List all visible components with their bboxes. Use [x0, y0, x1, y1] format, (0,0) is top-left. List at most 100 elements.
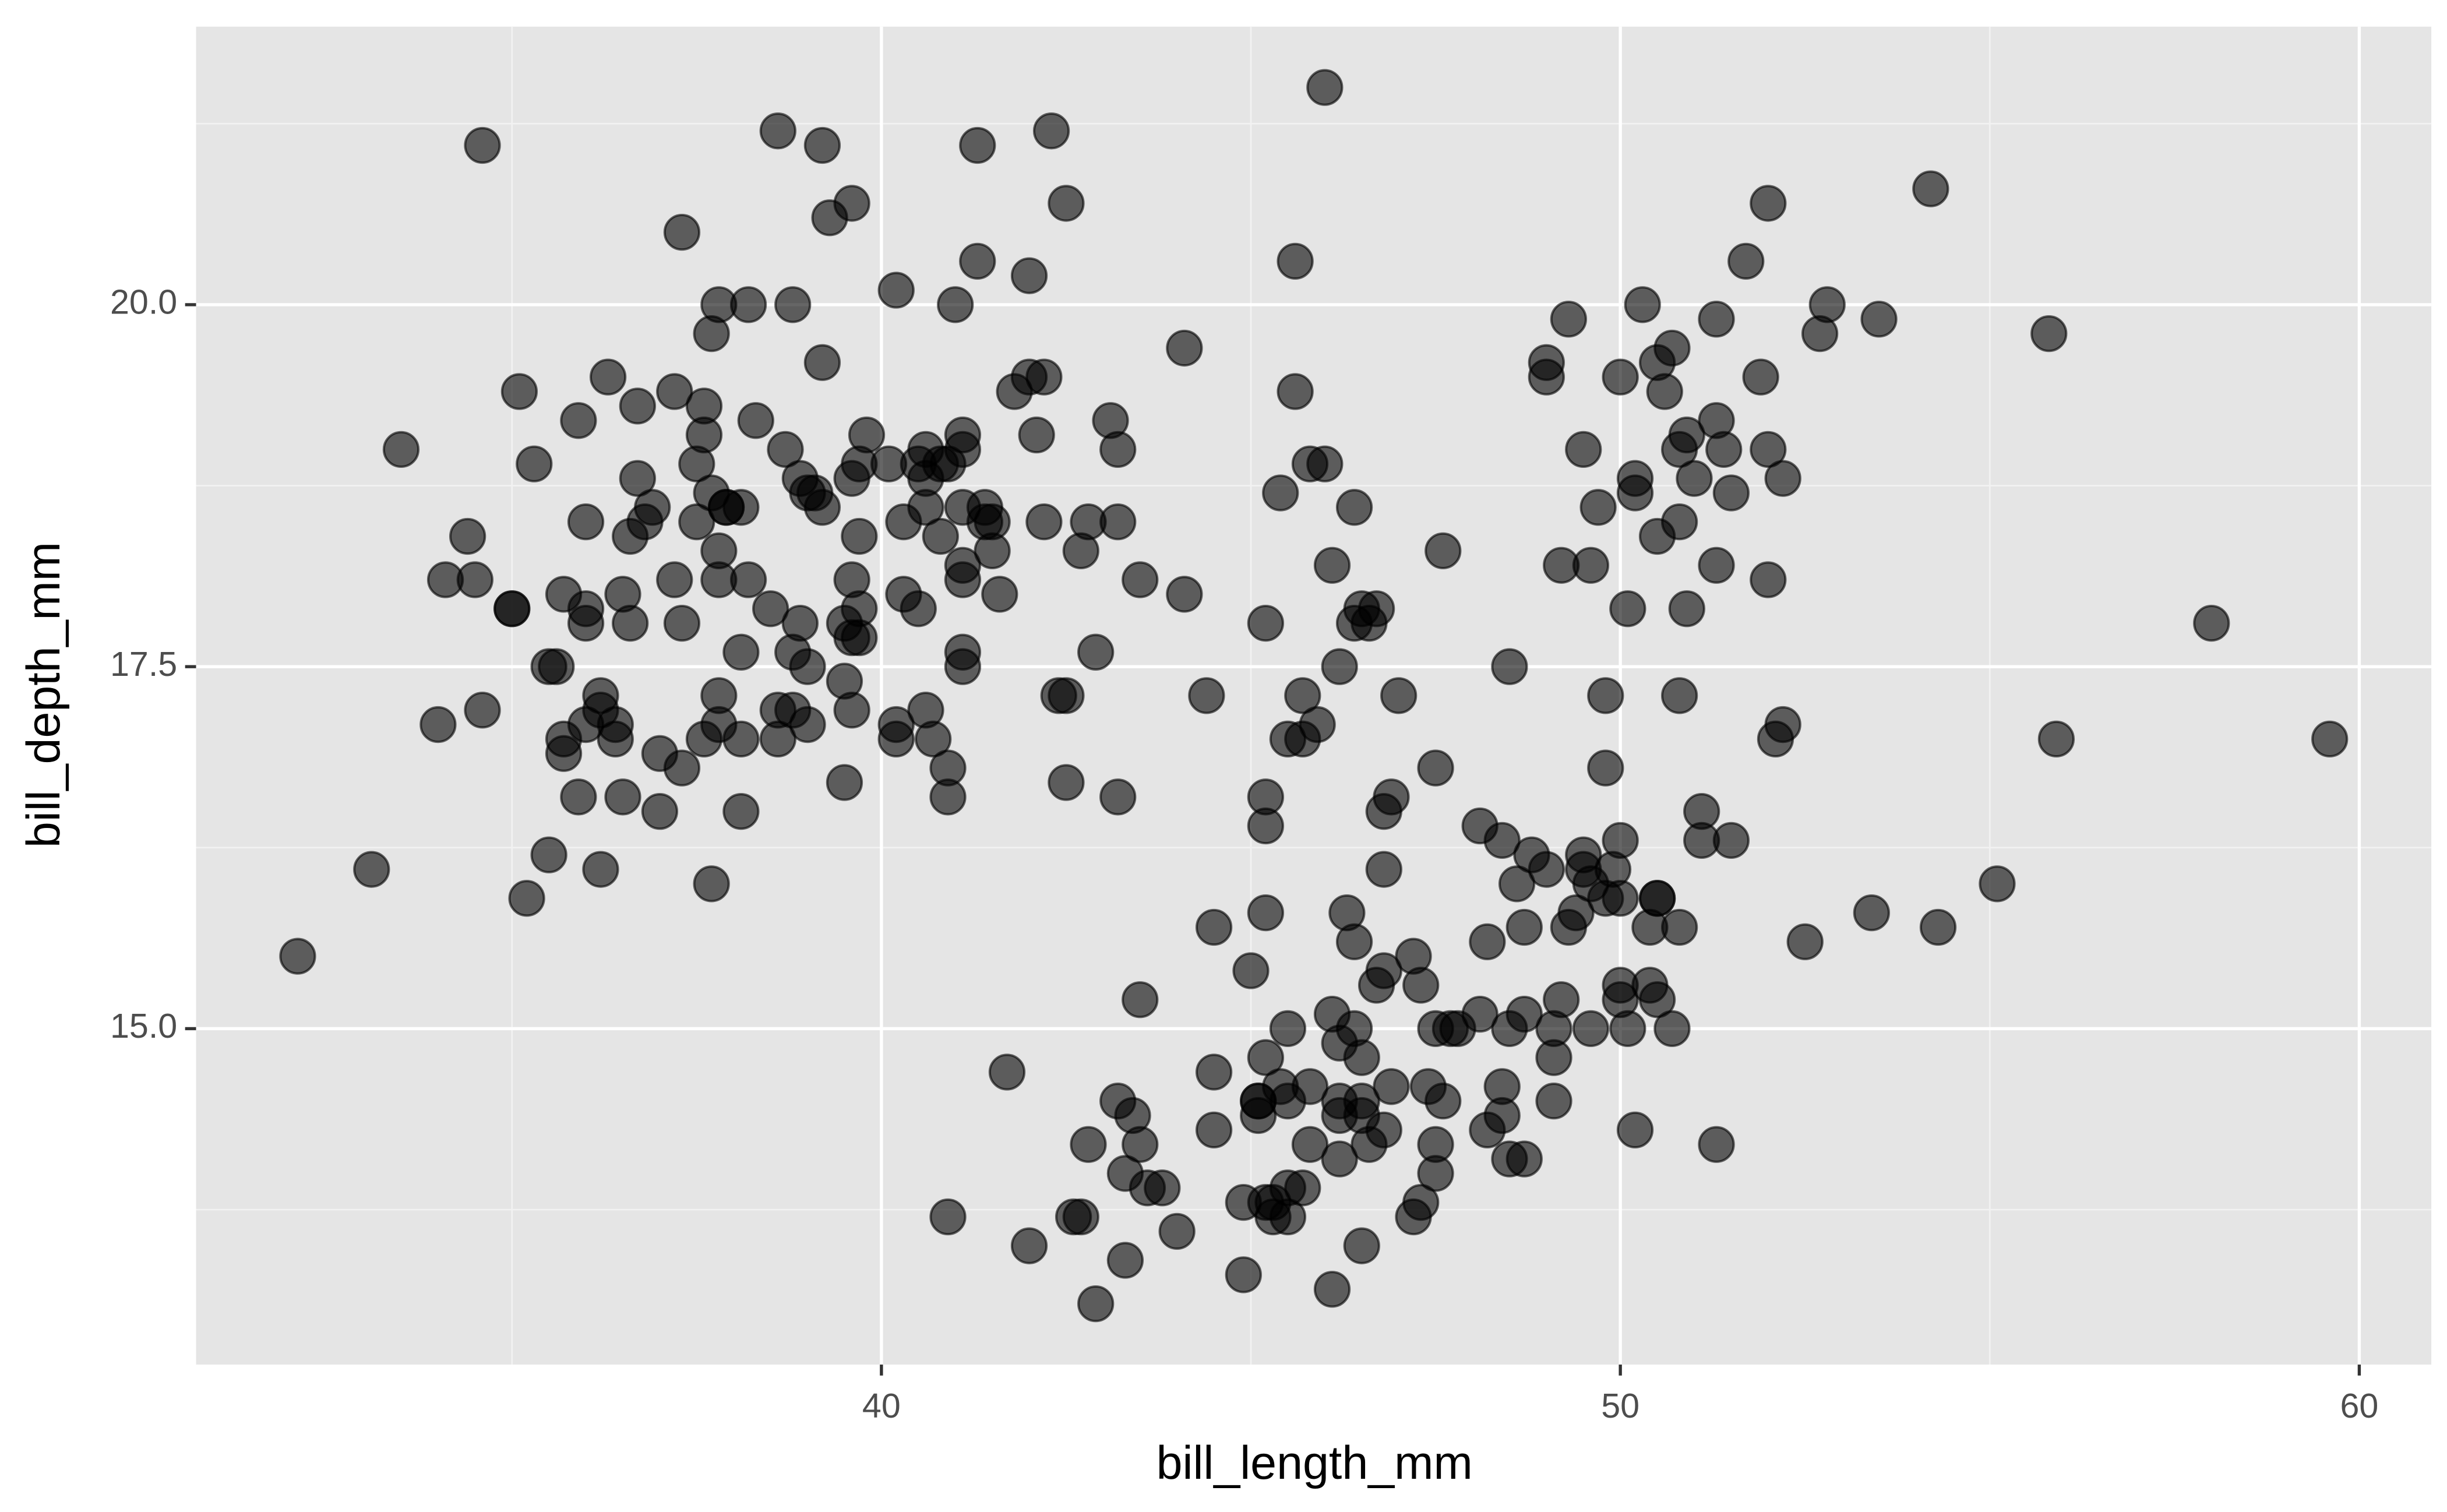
point — [959, 126, 996, 164]
point — [1284, 720, 1321, 758]
point — [567, 503, 605, 541]
point — [1653, 329, 1691, 367]
point — [1498, 865, 1536, 903]
point — [1698, 547, 1735, 584]
point — [1144, 1169, 1181, 1207]
point — [1099, 778, 1137, 816]
point — [1668, 590, 1705, 628]
point — [1247, 604, 1285, 642]
point — [1092, 402, 1129, 439]
point — [1469, 923, 1506, 960]
y-tick-label: 15.0 — [110, 1006, 177, 1045]
point — [1712, 822, 1750, 859]
point — [1425, 532, 1462, 569]
point — [1461, 995, 1498, 1033]
point — [1106, 1155, 1144, 1192]
point — [693, 315, 730, 353]
point — [545, 576, 583, 613]
point — [1616, 1111, 1654, 1149]
point — [560, 402, 597, 439]
point — [1321, 1140, 1358, 1178]
point — [1727, 242, 1765, 280]
point — [641, 793, 679, 830]
point — [841, 590, 878, 628]
point — [1048, 677, 1085, 714]
point — [1195, 1053, 1233, 1091]
point — [944, 648, 982, 685]
point — [774, 286, 812, 323]
point — [1712, 474, 1750, 512]
point — [1373, 1068, 1410, 1105]
point — [803, 344, 841, 381]
point — [1624, 286, 1661, 323]
point — [1395, 1198, 1432, 1236]
point — [1032, 112, 1070, 150]
point — [1705, 431, 1743, 468]
point — [678, 503, 715, 541]
point — [2030, 315, 2068, 353]
point — [1010, 257, 1048, 294]
point — [1646, 373, 1683, 410]
point — [1550, 301, 1587, 338]
y-axis-title: bill_depth_mm — [17, 542, 70, 848]
point — [1048, 764, 1085, 801]
point — [1698, 1126, 1735, 1163]
point — [1166, 576, 1203, 613]
point — [1609, 1010, 1646, 1048]
axes: 40 50 60 15.0 17.5 20.0 — [110, 283, 2378, 1425]
point — [1535, 1010, 1572, 1048]
point — [1979, 865, 2016, 903]
point — [1062, 532, 1099, 569]
point — [685, 720, 723, 758]
point — [944, 561, 982, 598]
point — [700, 677, 738, 714]
point — [988, 1053, 1026, 1091]
point — [1912, 170, 1949, 207]
point — [619, 387, 656, 425]
point — [974, 503, 1011, 541]
point — [1062, 1198, 1099, 1236]
point — [1070, 1126, 1107, 1163]
point — [841, 445, 878, 482]
point — [1417, 749, 1454, 787]
point — [1188, 677, 1225, 714]
point — [1158, 1213, 1196, 1250]
point — [1565, 431, 1602, 468]
point — [885, 503, 922, 541]
point — [1750, 431, 1787, 468]
point — [1505, 908, 1543, 946]
point — [589, 358, 627, 396]
point — [877, 272, 915, 309]
point — [1122, 981, 1159, 1018]
point — [1365, 851, 1402, 888]
point — [737, 402, 774, 439]
point — [1195, 1111, 1233, 1149]
point — [929, 778, 967, 816]
point — [1616, 474, 1654, 512]
point — [1232, 952, 1270, 989]
x-tick-label: 60 — [2340, 1386, 2378, 1425]
point — [656, 373, 693, 410]
point — [1513, 836, 1550, 873]
point — [1698, 301, 1735, 338]
point — [1557, 894, 1595, 932]
point — [1365, 952, 1402, 989]
x-axis-title: bill_length_mm — [1156, 1437, 1473, 1489]
point — [803, 126, 841, 164]
point — [877, 706, 915, 743]
point — [685, 416, 723, 454]
point — [619, 460, 656, 497]
point — [996, 373, 1033, 410]
point — [1808, 286, 1846, 323]
point — [1535, 1083, 1572, 1120]
point — [464, 692, 501, 729]
point — [604, 778, 641, 816]
point — [1321, 648, 1358, 685]
point — [1409, 1068, 1447, 1105]
point — [1122, 561, 1159, 598]
point — [1343, 1227, 1380, 1264]
point — [1313, 547, 1351, 584]
point — [1077, 633, 1115, 671]
point — [1491, 1140, 1528, 1178]
